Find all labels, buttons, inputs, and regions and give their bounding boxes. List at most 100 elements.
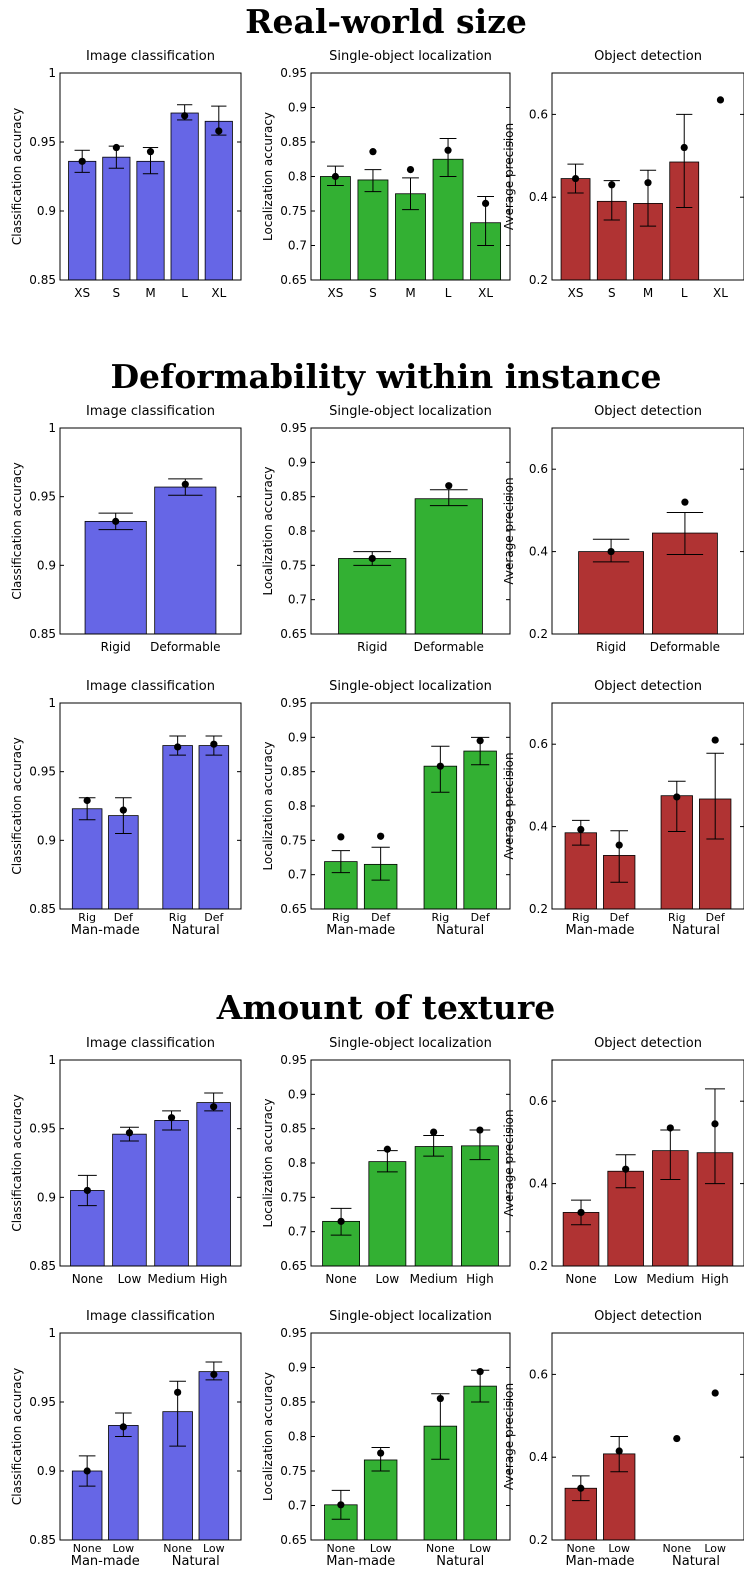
plot-frame — [59, 1059, 242, 1267]
y-tick-label: 0.8 — [288, 1156, 307, 1170]
data-point — [577, 825, 585, 834]
y-tick-label: 0.2 — [529, 902, 548, 916]
y-tick-label: 0.6 — [529, 107, 548, 121]
panel-title: Object detection — [594, 49, 702, 64]
y-tick-label: 1 — [48, 696, 56, 710]
x-tick-label: High — [200, 1272, 228, 1286]
x-tick-label: S — [608, 286, 616, 300]
x-tick-label: Medium — [410, 1272, 458, 1286]
group-label: Man-made — [71, 1554, 140, 1569]
x-tick-label: Low — [704, 1542, 726, 1555]
y-tick-label: 0.9 — [37, 1190, 56, 1204]
y-tick-label: 0.2 — [529, 627, 548, 641]
y-tick-label: 0.9 — [37, 833, 56, 847]
y-tick-label: 0.2 — [529, 1533, 548, 1547]
x-tick-label: Rig — [78, 911, 96, 924]
y-tick-label: 1 — [48, 1326, 56, 1340]
x-tick-label: Def — [471, 911, 491, 924]
plot-frame — [310, 427, 511, 635]
panel-title: Image classification — [86, 1309, 215, 1324]
data-point — [181, 480, 189, 488]
y-tick-label: 1 — [48, 1053, 56, 1067]
section-title-deformability: Deformability within instance — [110, 357, 661, 396]
x-tick-label: None — [565, 1272, 596, 1286]
y-tick-label: 0.8 — [288, 799, 307, 813]
y-tick-label: 0.9 — [37, 558, 56, 572]
group-label: Natural — [436, 1554, 484, 1569]
y-tick-label: 0.85 — [29, 1533, 56, 1547]
data-point — [406, 166, 415, 174]
panel-title: Object detection — [594, 1036, 702, 1051]
chart-detection-11: Object detection Average precision 0.2 0.4 0… — [502, 1036, 744, 1286]
data-point — [83, 1467, 91, 1475]
bar — [84, 520, 147, 635]
y-tick-label: 0.65 — [280, 273, 307, 287]
x-tick-label: XL — [713, 286, 728, 300]
x-tick-label: High — [701, 1272, 729, 1286]
panel-title: Image classification — [86, 1036, 215, 1051]
data-point — [215, 127, 223, 135]
y-tick-label: 0.95 — [29, 135, 56, 149]
data-point — [174, 743, 182, 751]
x-tick-label: S — [113, 286, 121, 300]
chart-localization-10: Single-object localization Localization a… — [261, 1036, 511, 1286]
bar — [578, 551, 644, 635]
y-tick-label: 0.75 — [280, 558, 307, 572]
y-tick-label: 0.95 — [280, 1053, 307, 1067]
data-point — [112, 517, 120, 525]
y-tick-label: 0.6 — [529, 462, 548, 476]
y-axis-label: Localization accuracy — [261, 112, 275, 241]
panel-title: Object detection — [594, 404, 702, 419]
plot-frame — [551, 1059, 744, 1267]
x-tick-label: None — [426, 1542, 455, 1555]
x-tick-label: Def — [114, 911, 134, 924]
bar — [463, 1385, 497, 1541]
chart-detection-14: Object detection Average precision 0.2 0.4 0… — [502, 1309, 744, 1569]
data-point — [476, 737, 484, 745]
y-tick-label: 0.65 — [280, 627, 307, 641]
data-point — [174, 1388, 182, 1396]
y-tick-label: 0.95 — [280, 1326, 307, 1340]
y-tick-label: 0.85 — [29, 273, 56, 287]
y-tick-label: 0.75 — [280, 204, 307, 218]
data-point — [681, 498, 689, 506]
data-point — [577, 1484, 585, 1492]
x-tick-label: None — [662, 1542, 691, 1555]
y-tick-label: 0.4 — [529, 820, 548, 834]
bar — [204, 120, 233, 281]
group-label: Man-made — [326, 923, 395, 938]
data-point — [369, 148, 377, 156]
plot-frame — [551, 1332, 744, 1541]
data-point — [716, 96, 725, 104]
y-tick-label: 0.7 — [288, 239, 307, 253]
y-tick-label: 0.6 — [529, 1367, 548, 1381]
x-tick-label: M — [643, 286, 653, 300]
data-point — [673, 1434, 681, 1443]
data-point — [615, 1447, 623, 1455]
bar — [154, 486, 217, 635]
x-tick-label: None — [163, 1542, 192, 1555]
x-tick-label: L — [681, 286, 688, 300]
x-tick-label: M — [405, 286, 415, 300]
x-tick-label: Deformable — [650, 640, 720, 654]
y-axis-label: Classification accuracy — [10, 737, 24, 874]
bar — [414, 1146, 453, 1267]
y-tick-label: 0.85 — [280, 1122, 307, 1136]
plot-frame — [551, 427, 744, 635]
data-point — [83, 1186, 91, 1195]
data-point — [615, 841, 623, 849]
plot-frame — [310, 1059, 511, 1267]
y-axis-label: Localization accuracy — [261, 1098, 275, 1227]
y-tick-label: 0.85 — [29, 627, 56, 641]
x-tick-label: L — [181, 286, 188, 300]
y-tick-label: 0.2 — [529, 273, 548, 287]
y-axis-label: Localization accuracy — [261, 466, 275, 595]
bar — [68, 160, 97, 281]
group-label: Man-made — [326, 1554, 395, 1569]
y-tick-label: 0.2 — [529, 1259, 548, 1273]
x-tick-label: XS — [327, 286, 343, 300]
bar — [414, 498, 483, 635]
plot-frame — [59, 702, 242, 910]
bar — [432, 158, 464, 281]
data-point — [622, 1165, 630, 1173]
